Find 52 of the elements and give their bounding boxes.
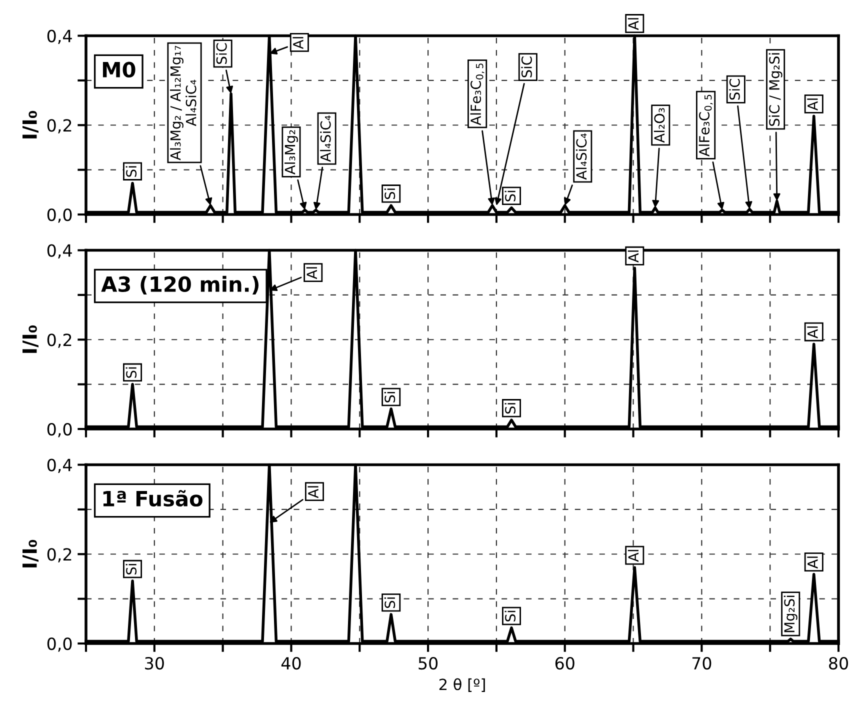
x-axis-title: 2 θ [º]	[439, 678, 485, 692]
y-tick-label: 0,4	[47, 30, 72, 44]
y-tick-label: 0,2	[47, 119, 72, 134]
annotation: 1ª Fusão	[103, 490, 202, 507]
annotation: Al₃Mg₂	[284, 130, 298, 174]
y-tick-label: 0,4	[47, 244, 72, 259]
annotation: AlFe₃C$_{0,5}$	[470, 64, 484, 126]
annotation: Al₂O₃	[654, 108, 665, 143]
x-tick-label: 60	[555, 656, 574, 670]
annotation: Al	[807, 556, 818, 569]
x-tick-label: 80	[829, 656, 848, 670]
annotation: A3 (120 min.)	[101, 276, 259, 294]
annotation: Al	[807, 98, 818, 111]
annotation: Si	[126, 367, 137, 378]
y-tick-label: 0,0	[47, 422, 72, 438]
annotation: Si	[504, 403, 516, 414]
annotation: Mg₂Si	[784, 596, 798, 632]
annotation: SiC	[216, 43, 227, 64]
annotation: Si	[126, 564, 137, 574]
annotation: Al	[628, 550, 638, 562]
annotation: Si	[384, 392, 396, 402]
y-axis-title: I/I₀	[22, 325, 39, 353]
annotation: M0	[102, 62, 136, 78]
annotation: Al	[628, 18, 638, 30]
x-tick-label: 40	[281, 656, 301, 670]
annotation: SiC	[729, 78, 740, 100]
annotation: Al₄SiC₄	[320, 116, 331, 162]
annotation: Al₃Mg₂ / Al₁₂Mg₁₇ Al₄SiC₄	[170, 46, 196, 160]
annotation: Al	[292, 37, 304, 50]
annotation: AlFe₃C$_{0,5}$	[698, 94, 713, 157]
annotation: SiC	[521, 56, 532, 78]
annotation: Al	[308, 486, 318, 498]
annotation: Al	[628, 250, 638, 262]
annotation: Si	[504, 190, 516, 202]
annotation: Al	[807, 326, 818, 338]
y-tick-label: 0,0	[47, 208, 72, 223]
x-tick-label: 30	[145, 656, 164, 670]
annotation: Si	[384, 598, 396, 608]
y-axis-title: I/I₀	[22, 540, 39, 568]
annotation: Al₄SiC₄	[576, 133, 587, 180]
annotation: SiC / Mg₂Si	[768, 53, 782, 126]
y-tick-label: 0,2	[47, 334, 72, 348]
y-axis-title: I/I₀	[22, 110, 39, 138]
annotation: Si	[384, 188, 396, 200]
y-tick-label: 0,4	[47, 458, 72, 474]
annotation: Al	[306, 267, 317, 280]
y-tick-label: 0,0	[47, 637, 72, 652]
x-tick-label: 50	[418, 656, 438, 670]
y-tick-label: 0,2	[47, 548, 72, 562]
x-tick-label: 70	[692, 656, 712, 670]
annotation: Si	[504, 610, 516, 622]
annotation: Si	[126, 166, 137, 177]
